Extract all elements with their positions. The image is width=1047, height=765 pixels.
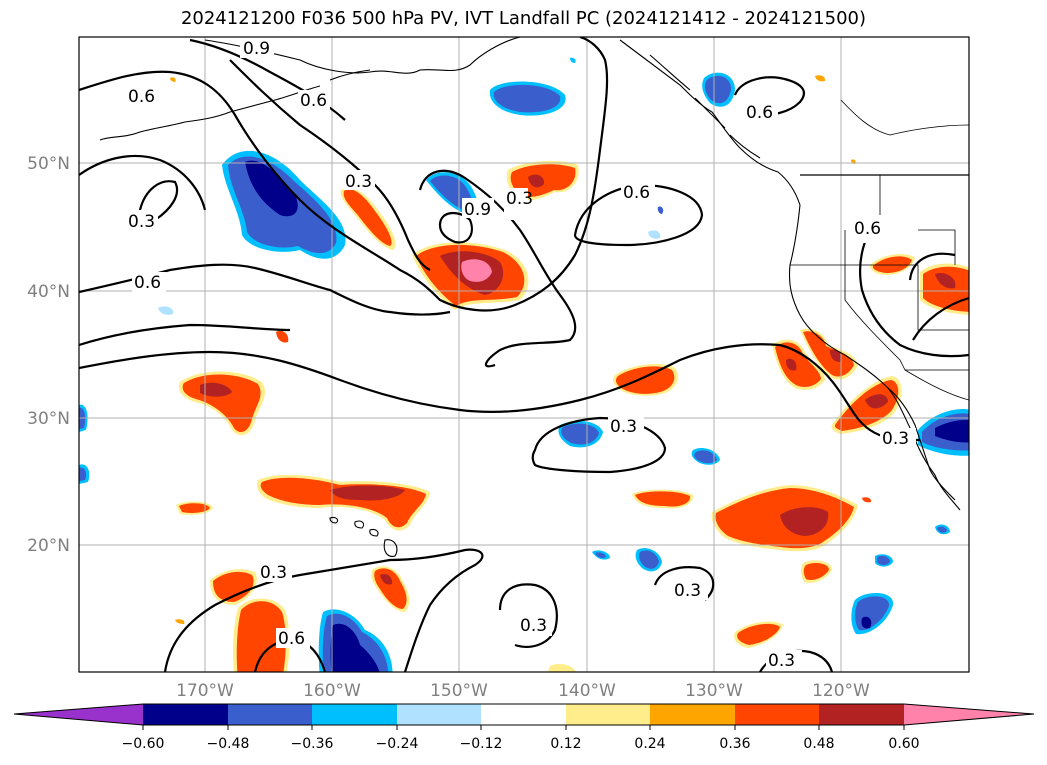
- lat-label: 20°N: [27, 536, 70, 556]
- colorbar-bin: [650, 704, 735, 725]
- contour-label: 0.6: [623, 183, 650, 203]
- contour-label: 0.3: [128, 212, 155, 232]
- colorbar-under-arrow: [14, 704, 143, 725]
- colorbar-tick: 0.60: [888, 736, 919, 752]
- negative-pv-regions: [79, 57, 969, 672]
- map-title: 2024121200 F036 500 hPa PV, IVT Landfall…: [180, 8, 867, 29]
- lon-label: 150°W: [430, 681, 488, 701]
- colorbar-tick: −0.48: [207, 736, 250, 752]
- colorbar: −0.60 −0.48 −0.36 −0.24 −0.12 0.12 0.24 …: [13, 703, 1035, 752]
- colorbar-tick: −0.24: [376, 736, 419, 752]
- contour-label: 0.3: [768, 651, 795, 671]
- colorbar-bin: [312, 704, 397, 725]
- lon-label: 130°W: [685, 681, 743, 701]
- contour-label: 0.6: [300, 91, 327, 111]
- colorbar-bin: [397, 704, 481, 725]
- contour-labels: 0.9 0.6 0.6 0.3 0.3 0.9 0.3 0.6 0.6 0.6 …: [126, 38, 916, 671]
- colorbar-bin: [819, 704, 904, 725]
- contour-label: 0.3: [882, 429, 909, 449]
- contour-label: 0.6: [278, 629, 305, 649]
- contour-label: 0.6: [128, 87, 155, 107]
- coastlines: [99, 37, 969, 557]
- colorbar-tick: 0.36: [719, 736, 750, 752]
- contour-label: 0.9: [243, 39, 270, 59]
- colorbar-tick: −0.12: [460, 736, 503, 752]
- contour-label: 0.3: [520, 616, 547, 636]
- contour-label: 0.3: [674, 581, 701, 601]
- lon-label: 120°W: [812, 681, 870, 701]
- lon-label: 140°W: [558, 681, 616, 701]
- colorbar-tick: −0.36: [291, 736, 334, 752]
- map-frame: [78, 36, 970, 673]
- longitude-labels: 170°W 160°W 150°W 140°W 130°W 120°W: [176, 681, 870, 701]
- colorbar-bin: [481, 704, 566, 725]
- colorbar-bin: [566, 704, 650, 725]
- colorbar-tick: 0.12: [550, 736, 581, 752]
- colorbar-tick: −0.60: [122, 736, 165, 752]
- contour-label: 0.3: [345, 172, 372, 192]
- colorbar-bin: [143, 704, 228, 725]
- colorbar-bin: [735, 704, 819, 725]
- map-area: 0.9 0.6 0.6 0.3 0.3 0.9 0.3 0.6 0.6 0.6 …: [79, 37, 969, 672]
- lon-label: 160°W: [303, 681, 361, 701]
- colorbar-tick: 0.24: [634, 736, 665, 752]
- contour-label: 0.3: [260, 563, 287, 583]
- colorbar-over-arrow: [904, 704, 1034, 725]
- contour-label: 0.6: [746, 103, 773, 123]
- lat-label: 30°N: [27, 409, 70, 429]
- lat-label: 40°N: [27, 282, 70, 302]
- contour-label: 0.9: [464, 200, 491, 220]
- graticule: [79, 37, 969, 672]
- contour-label: 0.3: [506, 189, 533, 209]
- contour-label: 0.6: [854, 219, 881, 239]
- lat-label: 50°N: [27, 154, 70, 174]
- colorbar-bin: [228, 704, 312, 725]
- colorbar-tick: 0.48: [803, 736, 834, 752]
- lon-label: 170°W: [176, 681, 234, 701]
- contour-label: 0.6: [134, 273, 161, 293]
- latitude-labels: 50°N 40°N 30°N 20°N: [27, 154, 70, 556]
- contour-label: 0.3: [610, 417, 637, 437]
